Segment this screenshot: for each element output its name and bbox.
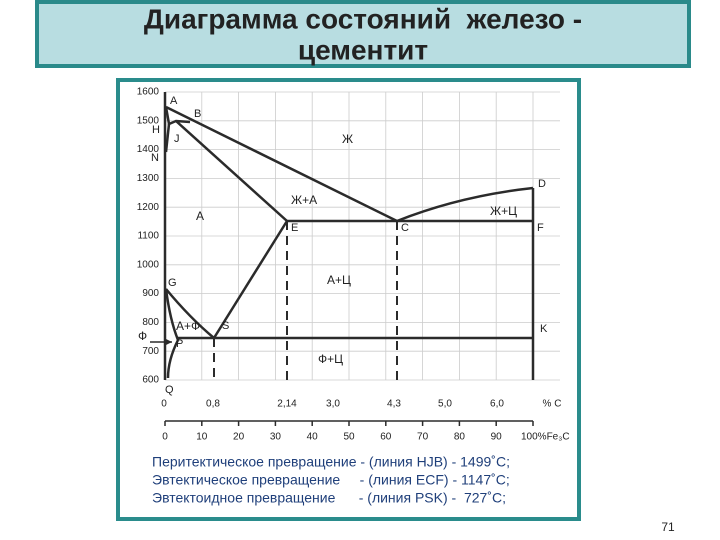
note: Перитектическое превращение - (линия HJB… [152,454,510,470]
region-label: Ж+Ц [490,204,517,218]
cementite-tick: 90 [491,432,503,443]
note: Эвтектоидное превращение - (линия PSK) -… [152,490,506,506]
point-label: H [152,124,160,136]
diagram-labels: 1600150014001300120011001000900800700600… [137,87,570,443]
cementite-tick: 20 [233,432,245,443]
cementite-tick: 30 [270,432,282,443]
region-label: Ф+Ц [318,352,343,366]
temperature-tick: 900 [142,288,159,299]
temperature-tick: 1000 [137,259,160,270]
point-label: G [168,277,177,289]
diagram-frame [116,78,581,521]
carbon-tick: 4,3 [387,399,401,410]
point-label: P [176,338,183,350]
temperature-tick: 1300 [137,173,160,184]
point-label: B [194,108,201,120]
point-label: E [291,222,298,234]
point-label: Q [165,384,174,396]
carbon-tick: 0,8 [206,399,220,410]
region-label: А+Ф [176,319,200,333]
region-label: Ж+А [291,193,317,207]
carbon-tick: 3,0 [326,399,340,410]
temperature-tick: 800 [142,317,159,328]
region-label: Ж [342,132,353,146]
cementite-tick: 0 [162,432,168,443]
title-box [35,0,691,68]
region-label: Ф [138,329,147,343]
point-label: N [151,152,159,164]
cementite-tick: 50 [343,432,355,443]
temperature-tick: 1400 [137,144,160,155]
temperature-tick: 1600 [137,87,160,98]
carbon-tick: 5,0 [438,399,452,410]
cementite-tick: 80 [454,432,466,443]
title: Диаграмма состояний железо - [144,3,582,34]
note: Эвтектическое превращение - (линия ECF) … [152,472,510,488]
carbon-tick: 6,0 [490,399,504,410]
title: цементит [298,34,428,65]
carbon-tick: 2,14 [277,399,297,410]
carbon-tick: 0 [161,399,167,410]
point-label: J [174,133,180,145]
cementite-tick: 10 [196,432,208,443]
cementite-tick: 40 [307,432,319,443]
point-label: A [170,95,178,107]
point-label: K [540,323,548,335]
cementite-tick: 60 [380,432,392,443]
temperature-tick: 600 [142,375,159,386]
point-label: S [222,320,229,332]
temperature-tick: 1100 [137,231,159,242]
cementite-tick: 70 [417,432,429,443]
point-label: F [537,222,544,234]
phase-lines [150,92,535,422]
page-number: 71 [661,520,675,534]
region-label: А [196,209,204,223]
point-label: C [401,222,409,234]
temperature-tick: 1200 [137,202,160,213]
region-label: А+Ц [327,273,351,287]
temperature-tick: 700 [142,346,159,357]
cementite-tick: 100%Fe₃C [521,432,570,443]
carbon-tick: % C [543,399,562,410]
grid [164,91,560,381]
point-label: D [538,178,546,190]
temperature-tick: 1500 [137,115,160,126]
